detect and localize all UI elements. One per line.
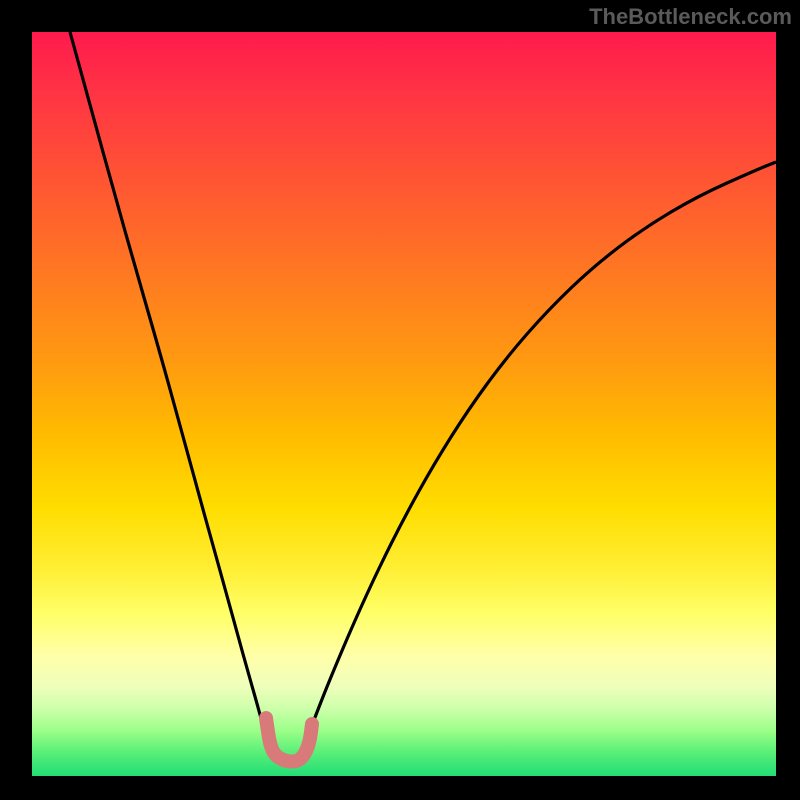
bottleneck-curve-left — [70, 32, 267, 738]
bottleneck-curve-right — [307, 162, 776, 738]
watermark-text: TheBottleneck.com — [589, 4, 792, 30]
curve-overlay — [0, 0, 800, 800]
bottom-marker-blob — [266, 718, 312, 762]
